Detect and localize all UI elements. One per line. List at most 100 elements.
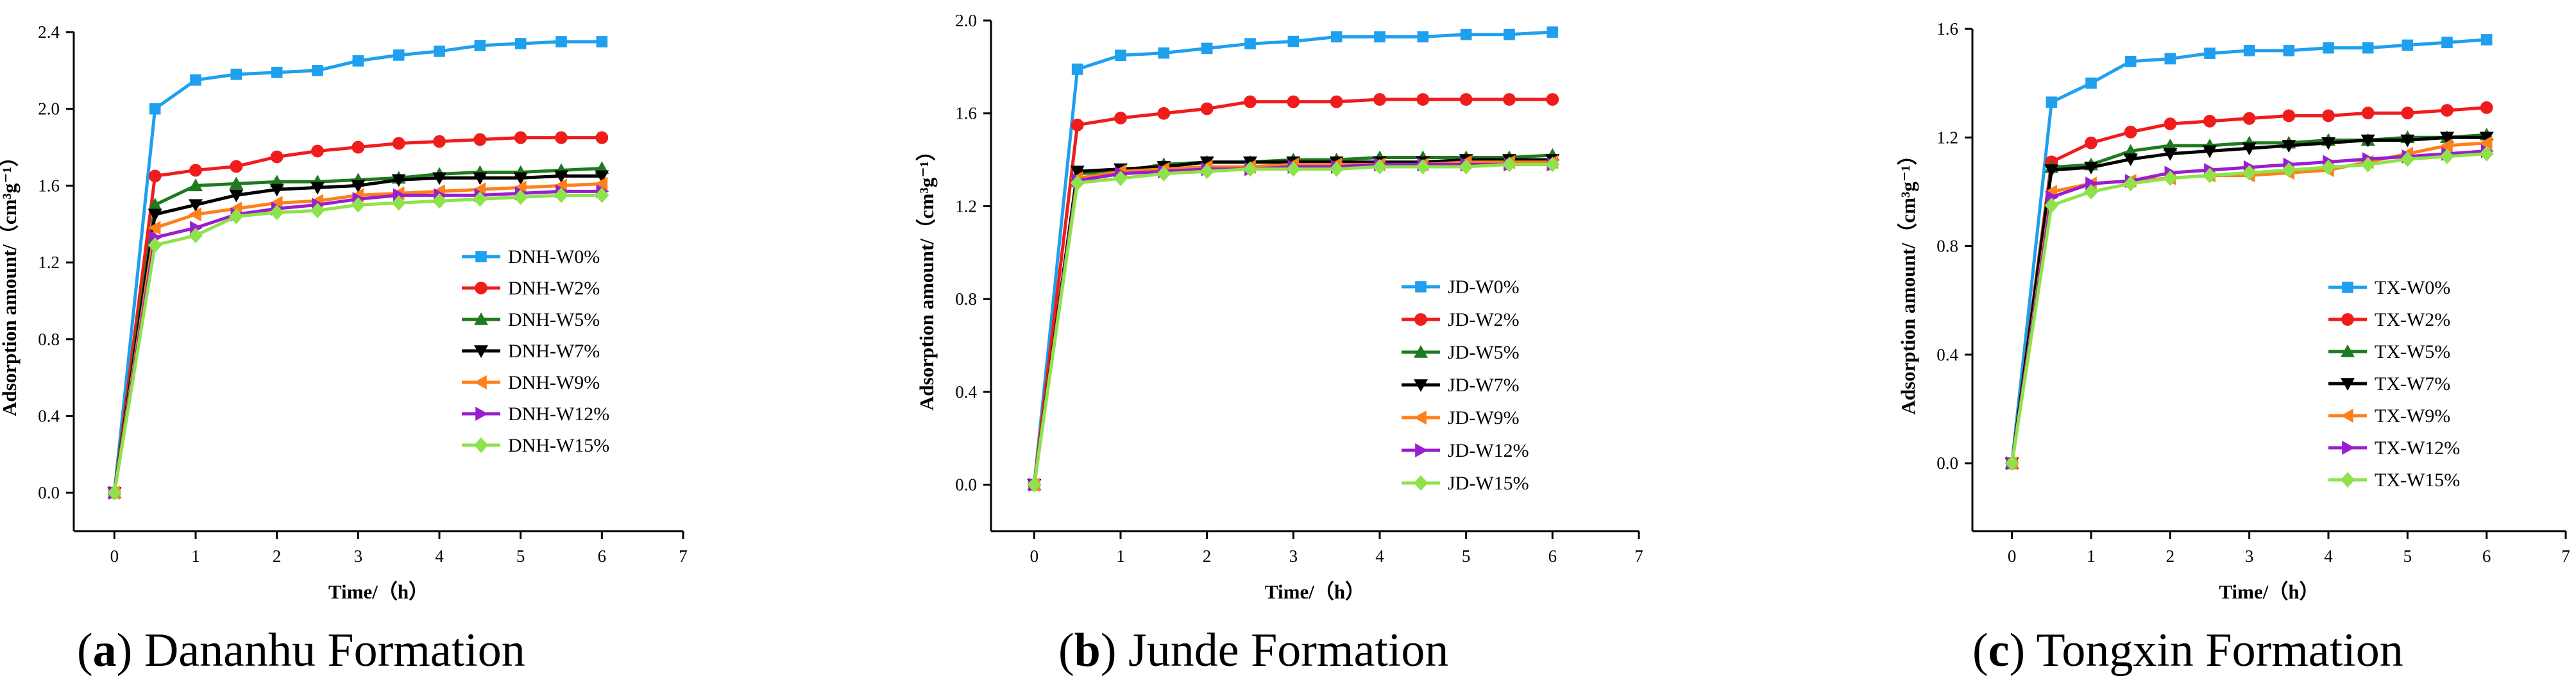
legend-marker — [2341, 344, 2355, 357]
y-tick-label: 0.4 — [955, 382, 977, 402]
y-tick-label: 2.4 — [38, 22, 60, 42]
series-line — [2010, 38, 2487, 464]
data-point — [1200, 102, 1214, 115]
data-point — [270, 150, 284, 164]
data-point — [2480, 101, 2493, 114]
data-point — [473, 172, 487, 185]
x-tick-label: 7 — [2561, 547, 2570, 566]
data-point — [432, 172, 446, 185]
y-tick-label: 0.8 — [1936, 237, 1958, 256]
y-tick-label: 1.6 — [1936, 19, 1958, 38]
data-point — [2243, 45, 2255, 56]
data-point — [2479, 135, 2493, 150]
data-point — [2400, 134, 2415, 148]
data-point — [2163, 170, 2178, 186]
data-point — [1115, 49, 1126, 62]
legend-label: DNH-W15% — [508, 435, 609, 456]
legend: TX-W0% TX-W2% TX-W5% TX-W7% TX-W9% TX-W12% TX-… — [2328, 277, 2460, 491]
data-point — [555, 131, 568, 144]
x-tick-label: 4 — [2324, 547, 2333, 566]
data-point — [2163, 138, 2178, 151]
data-point — [2321, 137, 2335, 150]
data-point — [190, 74, 201, 86]
data-point — [595, 131, 609, 144]
data-point — [391, 195, 406, 211]
data-point — [513, 172, 528, 185]
data-point — [1546, 26, 1559, 38]
data-point — [1502, 157, 1516, 173]
data-point — [1503, 93, 1516, 106]
legend-marker — [2342, 441, 2355, 455]
legend-marker — [474, 375, 487, 389]
data-point — [1287, 35, 1300, 47]
x-tick-label: 1 — [2087, 547, 2096, 566]
data-point — [1201, 42, 1213, 55]
legend: JD-W0% JD-W2% JD-W5% JD-W7% JD-W9% JD-W12% JD-… — [1402, 276, 1529, 494]
legend-marker — [2341, 313, 2354, 326]
data-point — [1287, 95, 1300, 108]
x-tick-label: 2 — [2166, 547, 2175, 566]
x-tick-label: 3 — [2245, 547, 2254, 566]
panel-c-caption: (c) Tongxin Formation — [1972, 624, 2403, 677]
y-tick-label: 1.2 — [1936, 128, 1958, 147]
data-point — [1157, 106, 1171, 120]
data-point — [2360, 134, 2375, 148]
series-W0 — [108, 36, 608, 498]
legend-marker — [1414, 475, 1428, 491]
data-point — [312, 65, 323, 76]
y-tick-label: 0.8 — [38, 330, 60, 349]
data-point — [2479, 146, 2494, 162]
x-tick-label: 1 — [1116, 547, 1125, 566]
x-axis-label: Time/（h） — [1265, 581, 1365, 603]
data-point — [1546, 93, 1559, 106]
y-tick-label: 1.2 — [955, 196, 977, 216]
y-tick-label: 2.0 — [955, 11, 977, 30]
data-point — [352, 55, 364, 67]
data-point — [149, 103, 161, 115]
data-point — [2163, 148, 2178, 161]
data-point — [148, 221, 161, 235]
data-point — [310, 182, 325, 195]
series-W15 — [107, 187, 609, 501]
legend-marker — [474, 312, 488, 325]
data-point — [555, 36, 567, 47]
x-tick-label: 5 — [1462, 547, 1471, 566]
data-point — [554, 170, 568, 183]
data-point — [230, 160, 243, 173]
data-point — [2123, 176, 2138, 192]
x-tick-label: 0 — [1030, 547, 1039, 566]
data-point — [1460, 28, 1472, 40]
y-tick-label: 0.4 — [1936, 345, 1958, 364]
data-point — [310, 203, 325, 219]
data-point — [473, 191, 487, 207]
y-tick-label: 0.0 — [1936, 454, 1958, 473]
data-point — [2440, 132, 2454, 145]
data-point — [1459, 158, 1473, 175]
data-point — [393, 49, 405, 61]
legend-label: TX-W9% — [2375, 405, 2450, 427]
legend-label: JD-W2% — [1448, 309, 1520, 330]
legend-marker — [1414, 313, 1427, 326]
legend-label: TX-W2% — [2375, 309, 2450, 330]
data-point — [433, 135, 446, 148]
data-point — [2044, 164, 2059, 178]
y-tick-label: 1.2 — [38, 253, 60, 272]
data-point — [2085, 136, 2097, 149]
y-tick-label: 1.6 — [955, 104, 977, 123]
data-point — [1459, 93, 1473, 106]
data-point — [2321, 159, 2335, 175]
data-point — [352, 140, 365, 154]
data-point — [1027, 477, 1042, 493]
x-tick-label: 3 — [354, 547, 363, 566]
data-point — [514, 131, 527, 144]
data-point — [1545, 157, 1560, 173]
data-point — [2084, 162, 2098, 174]
data-point — [2479, 132, 2494, 145]
legend-marker — [1415, 281, 1427, 293]
y-axis-label: Adsorption amount/（cm³g⁻¹） — [915, 141, 938, 411]
legend-marker — [1414, 379, 1428, 392]
data-point — [2401, 106, 2414, 120]
x-tick-label: 6 — [1548, 547, 1557, 566]
data-point — [229, 189, 244, 203]
